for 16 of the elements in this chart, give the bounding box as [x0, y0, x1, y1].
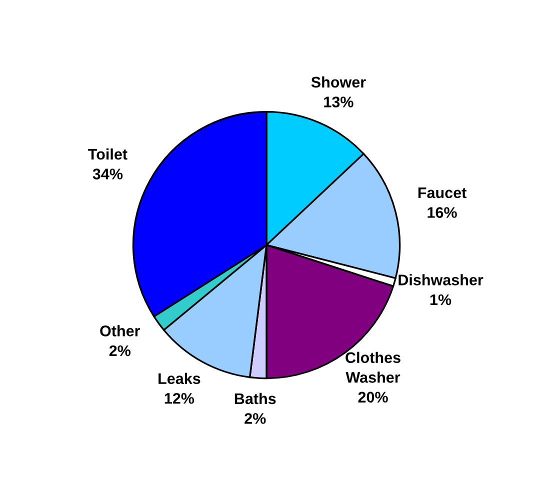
slice-label: Baths — [234, 392, 276, 404]
slice-label: Leaks — [158, 372, 200, 384]
data-label: 16% — [428, 207, 457, 218]
slice-label: Toilet — [88, 148, 128, 160]
data-label: 2% — [244, 413, 266, 424]
slice-label: Faucet — [418, 188, 466, 198]
slice-label: Other — [100, 325, 140, 336]
data-label: 20% — [358, 392, 388, 403]
slice-label: Clothes Washer — [346, 352, 400, 383]
data-label: 12% — [164, 393, 194, 404]
slice-label: Shower — [311, 76, 366, 88]
slice-label: Dishwasher — [398, 274, 484, 286]
data-label: 1% — [430, 294, 452, 306]
data-label: 2% — [109, 345, 131, 356]
data-label: 13% — [324, 96, 354, 108]
data-label: 34% — [92, 168, 123, 180]
